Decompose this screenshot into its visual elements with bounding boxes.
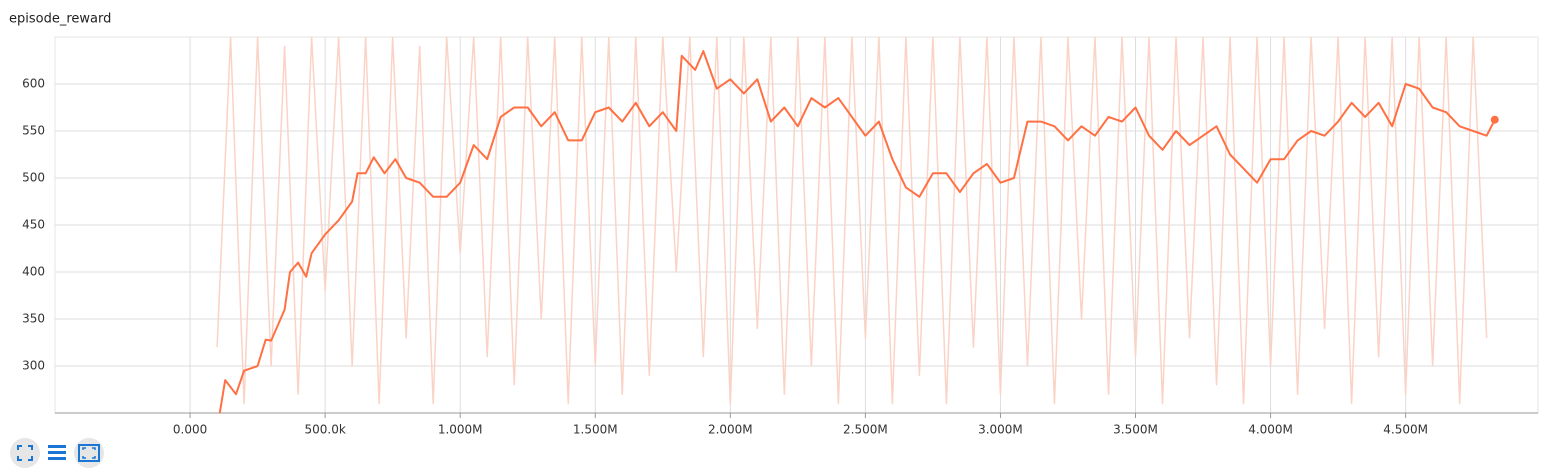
fit-domain-button[interactable] [74,438,104,468]
plot-lines [216,37,1499,413]
x-tick-label: 0.000 [173,423,207,437]
y-tick-label: 300 [22,359,45,373]
last-point [1490,115,1499,124]
series-line [218,50,1496,413]
x-tick-label: 1.500M [573,423,618,437]
y-tick-label: 400 [22,265,45,279]
chart-title: episode_reward [9,12,111,27]
labels: 300 350 400 450 500 550 600 0.000 500.0k 1.000M 1.… [22,77,1428,437]
fullscreen-button[interactable] [10,438,40,468]
x-tick-label: 3.000M [978,423,1023,437]
toggle-log-button[interactable] [48,445,66,460]
x-tick-label: 3.500M [1113,423,1158,437]
y-tick-label: 350 [22,312,45,326]
y-tick-label: 450 [22,218,45,232]
x-tick-label: 2.500M [843,423,888,437]
x-tick-label: 4.500M [1383,423,1428,437]
toolbar [10,438,104,468]
y-tick-label: 550 [22,124,45,138]
y-tick-label: 500 [22,171,45,185]
x-tick-label: 2.000M [708,423,753,437]
y-tick-label: 600 [22,77,45,91]
x-tick-label: 4.000M [1248,423,1293,437]
series-line [216,37,1488,405]
x-tick-label: 500.0k [304,423,345,437]
x-tick-label: 1.000M [438,423,483,437]
